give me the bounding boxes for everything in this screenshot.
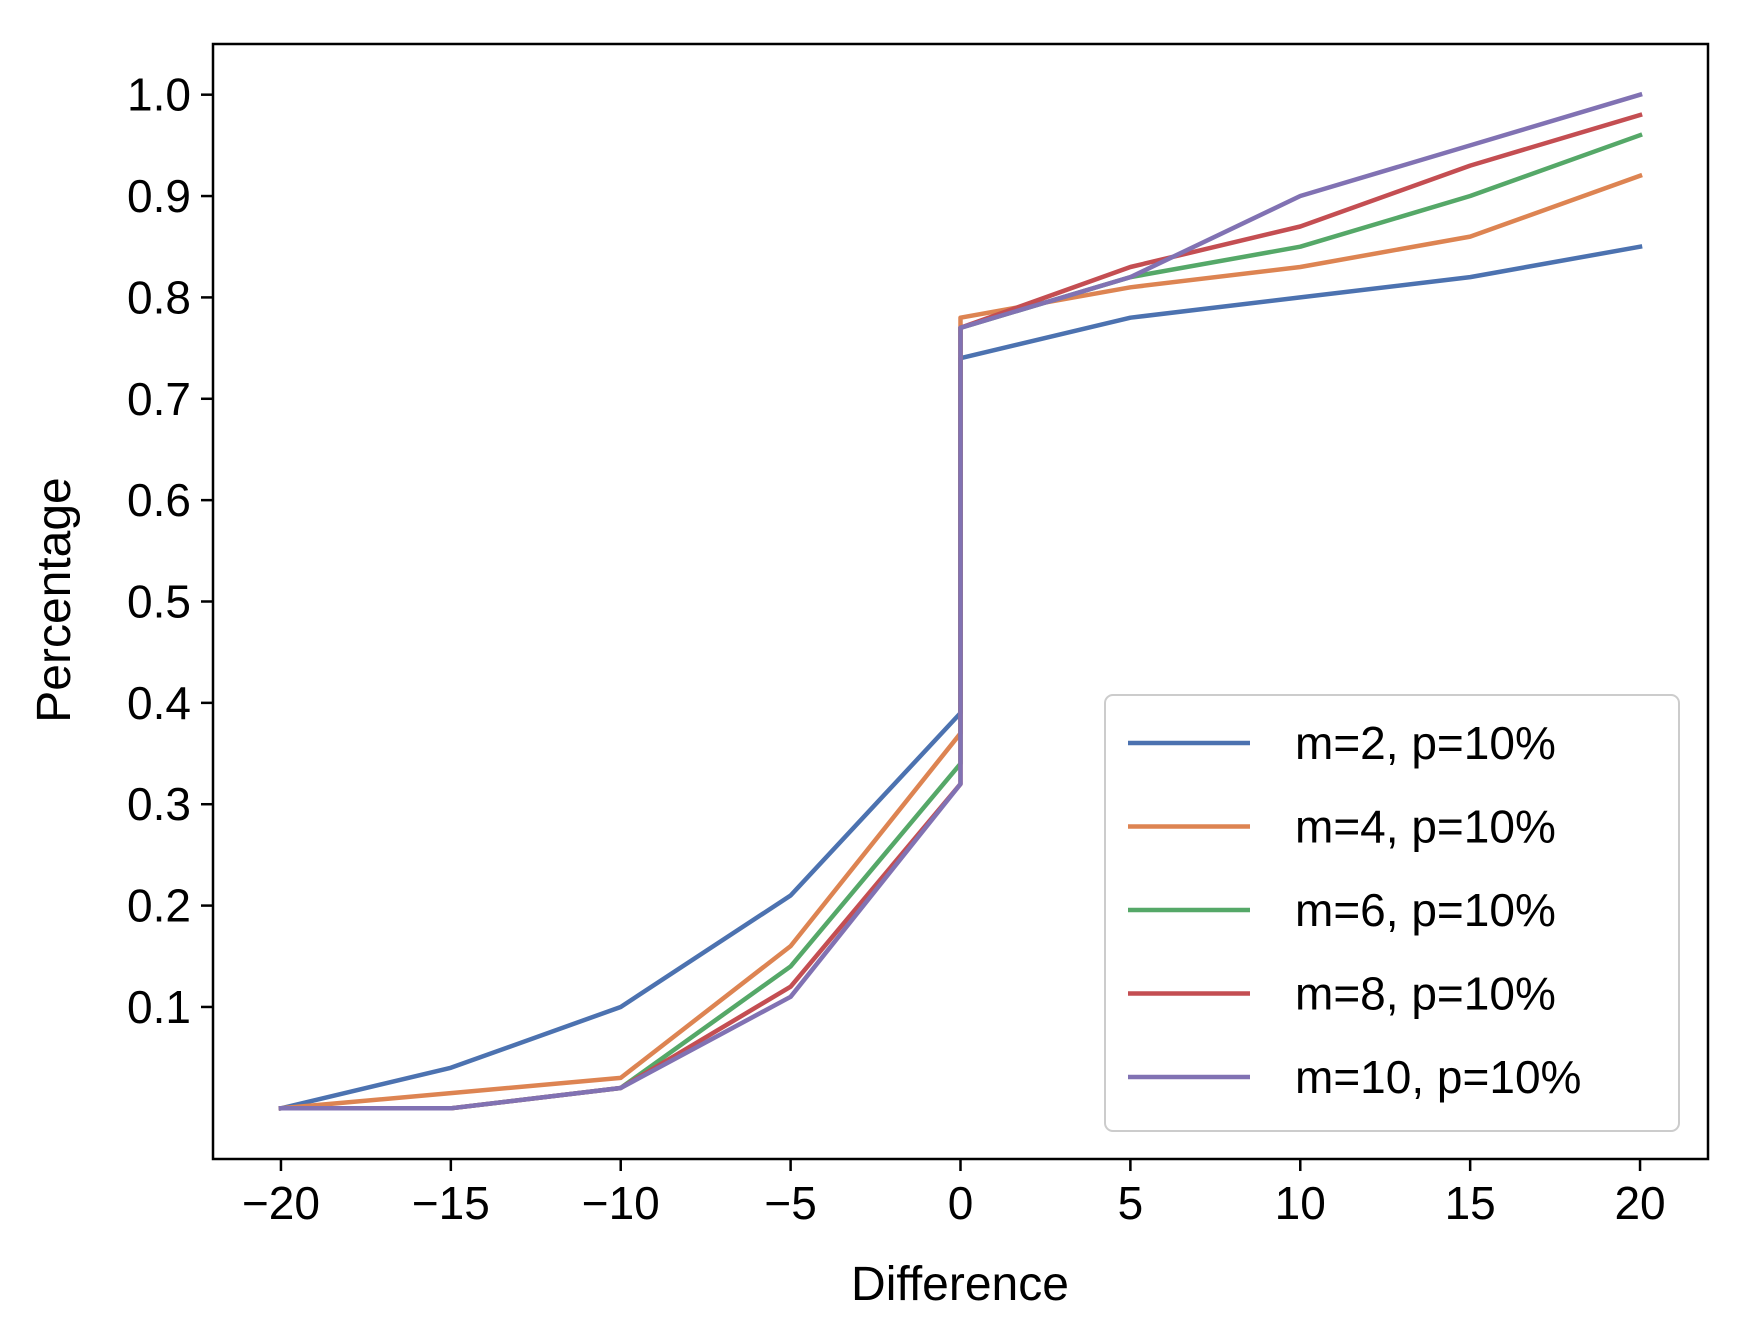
y-tick-label: 0.4 [127, 677, 191, 729]
y-tick-label: 1.0 [127, 69, 191, 121]
x-axis-ticks: −20 −15 −10 −5 0 5 10 15 20 [242, 1159, 1666, 1229]
y-tick-label: 0.3 [127, 778, 191, 830]
y-tick-label: 0.6 [127, 474, 191, 526]
legend-label-3: m=6, p=10% [1295, 884, 1556, 936]
y-axis-ticks: 0.1 0.2 0.3 0.4 0.5 0.6 0.7 0.8 0.9 1.0 [127, 69, 213, 1033]
y-tick-label: 0.1 [127, 981, 191, 1033]
y-tick-label: 0.8 [127, 271, 191, 323]
legend: m=2, p=10% m=4, p=10% m=6, p=10% m=8, p=10%… [1104, 694, 1680, 1132]
x-tick-label: −5 [764, 1177, 816, 1229]
y-tick-label: 0.9 [127, 170, 191, 222]
y-tick-label: 0.2 [127, 880, 191, 932]
x-tick-label: 10 [1275, 1177, 1326, 1229]
x-tick-label: −10 [582, 1177, 660, 1229]
series-line-5 [278, 91, 1643, 1111]
x-tick-label: 15 [1445, 1177, 1496, 1229]
x-tick-label: −20 [242, 1177, 320, 1229]
legend-box [1104, 694, 1680, 1132]
legend-entries: m=2, p=10% m=4, p=10% m=6, p=10% m=8, p=10%… [1128, 717, 1581, 1103]
x-tick-label: 0 [948, 1177, 974, 1229]
x-tick-label: −15 [412, 1177, 490, 1229]
y-axis-label: Percentage [28, 477, 81, 723]
legend-label-5: m=10, p=10% [1295, 1051, 1581, 1103]
y-tick-label: 0.5 [127, 576, 191, 628]
legend-label-2: m=4, p=10% [1295, 801, 1556, 853]
y-tick-label: 0.7 [127, 373, 191, 425]
legend-label-1: m=2, p=10% [1295, 717, 1556, 769]
x-tick-label: 5 [1118, 1177, 1144, 1229]
legend-label-4: m=8, p=10% [1295, 968, 1556, 1020]
x-axis-label: Difference [851, 1258, 1069, 1311]
x-tick-label: 20 [1614, 1177, 1665, 1229]
series-layer [278, 91, 1643, 1112]
